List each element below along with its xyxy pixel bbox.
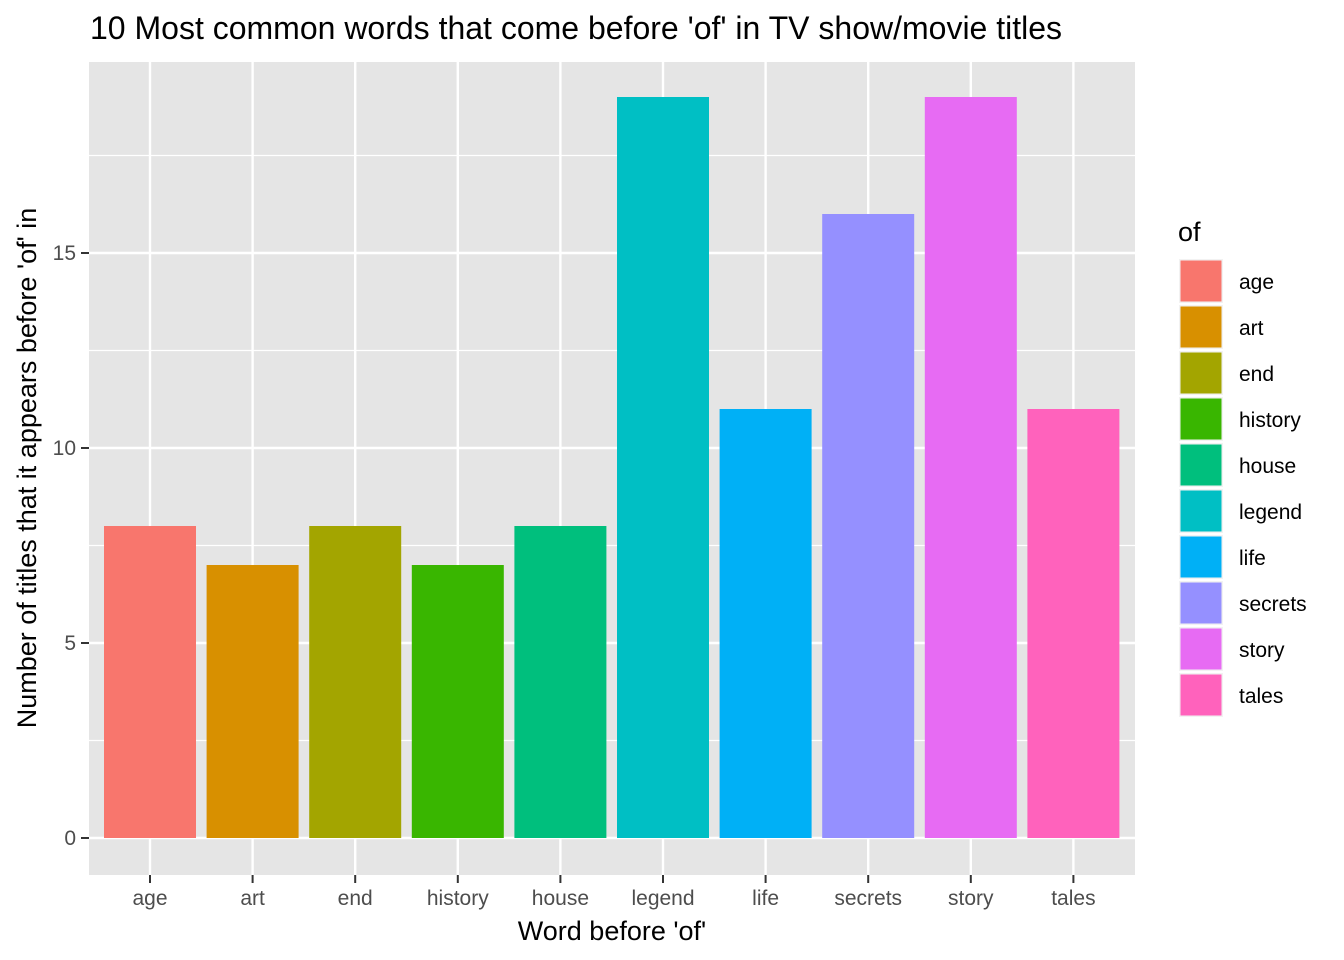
legend-swatch-life	[1180, 536, 1222, 578]
legend-swatch-house	[1180, 444, 1222, 486]
legend-label: legend	[1239, 501, 1302, 524]
x-tick-label: house	[532, 887, 589, 910]
legend-swatch-end	[1180, 352, 1222, 394]
bar-legend	[617, 97, 709, 838]
legend-swatch-legend	[1180, 490, 1222, 532]
y-tick-label: 5	[64, 632, 76, 655]
legend-swatch-history	[1180, 398, 1222, 440]
x-tick-label: secrets	[834, 887, 902, 910]
x-tick-label: age	[132, 887, 167, 910]
y-tick-label: 0	[64, 827, 76, 850]
legend-label: tales	[1239, 685, 1283, 708]
y-tick-label: 15	[53, 242, 76, 265]
bars	[104, 97, 1120, 838]
x-tick-label: history	[427, 887, 489, 910]
legend-swatch-secrets	[1180, 582, 1222, 624]
bar-life	[719, 409, 812, 838]
legend-swatch-age	[1180, 260, 1222, 302]
legend-title: of	[1178, 217, 1201, 247]
x-tick-label: story	[948, 887, 994, 910]
legend: of age art end history house legend life secret…	[1178, 217, 1307, 717]
bar-art	[206, 565, 299, 838]
legend-label: history	[1239, 409, 1301, 432]
legend-label: secrets	[1239, 593, 1307, 616]
bar-age	[104, 526, 196, 838]
legend-label: house	[1239, 455, 1296, 478]
y-axis-title: Number of titles that it appears before …	[12, 208, 42, 729]
legend-swatch-tales	[1180, 674, 1222, 716]
legend-label: end	[1239, 363, 1274, 386]
bar-house	[514, 526, 607, 838]
y-tick-label: 10	[53, 437, 76, 460]
legend-label: life	[1239, 547, 1266, 570]
bar-end	[309, 526, 402, 838]
legend-label: art	[1239, 317, 1264, 340]
bar-secrets	[822, 214, 915, 838]
bar-story	[924, 97, 1017, 838]
x-tick-label: life	[752, 887, 779, 910]
legend-label: age	[1239, 271, 1274, 294]
x-tick-label: legend	[631, 887, 694, 910]
x-tick-label: art	[240, 887, 265, 910]
bar-history	[411, 565, 504, 838]
x-tick-label: end	[338, 887, 373, 910]
bar-tales	[1027, 409, 1120, 838]
legend-label: story	[1239, 639, 1285, 662]
chart-title: 10 Most common words that come before 'o…	[90, 10, 1062, 46]
x-axis: age art end history house legend life secrets st…	[132, 875, 1096, 910]
y-axis: 0 5 10 15	[53, 242, 89, 850]
legend-swatch-story	[1180, 628, 1222, 670]
legend-swatch-art	[1180, 306, 1222, 348]
x-axis-title: Word before 'of'	[518, 916, 706, 946]
x-tick-label: tales	[1051, 887, 1095, 910]
